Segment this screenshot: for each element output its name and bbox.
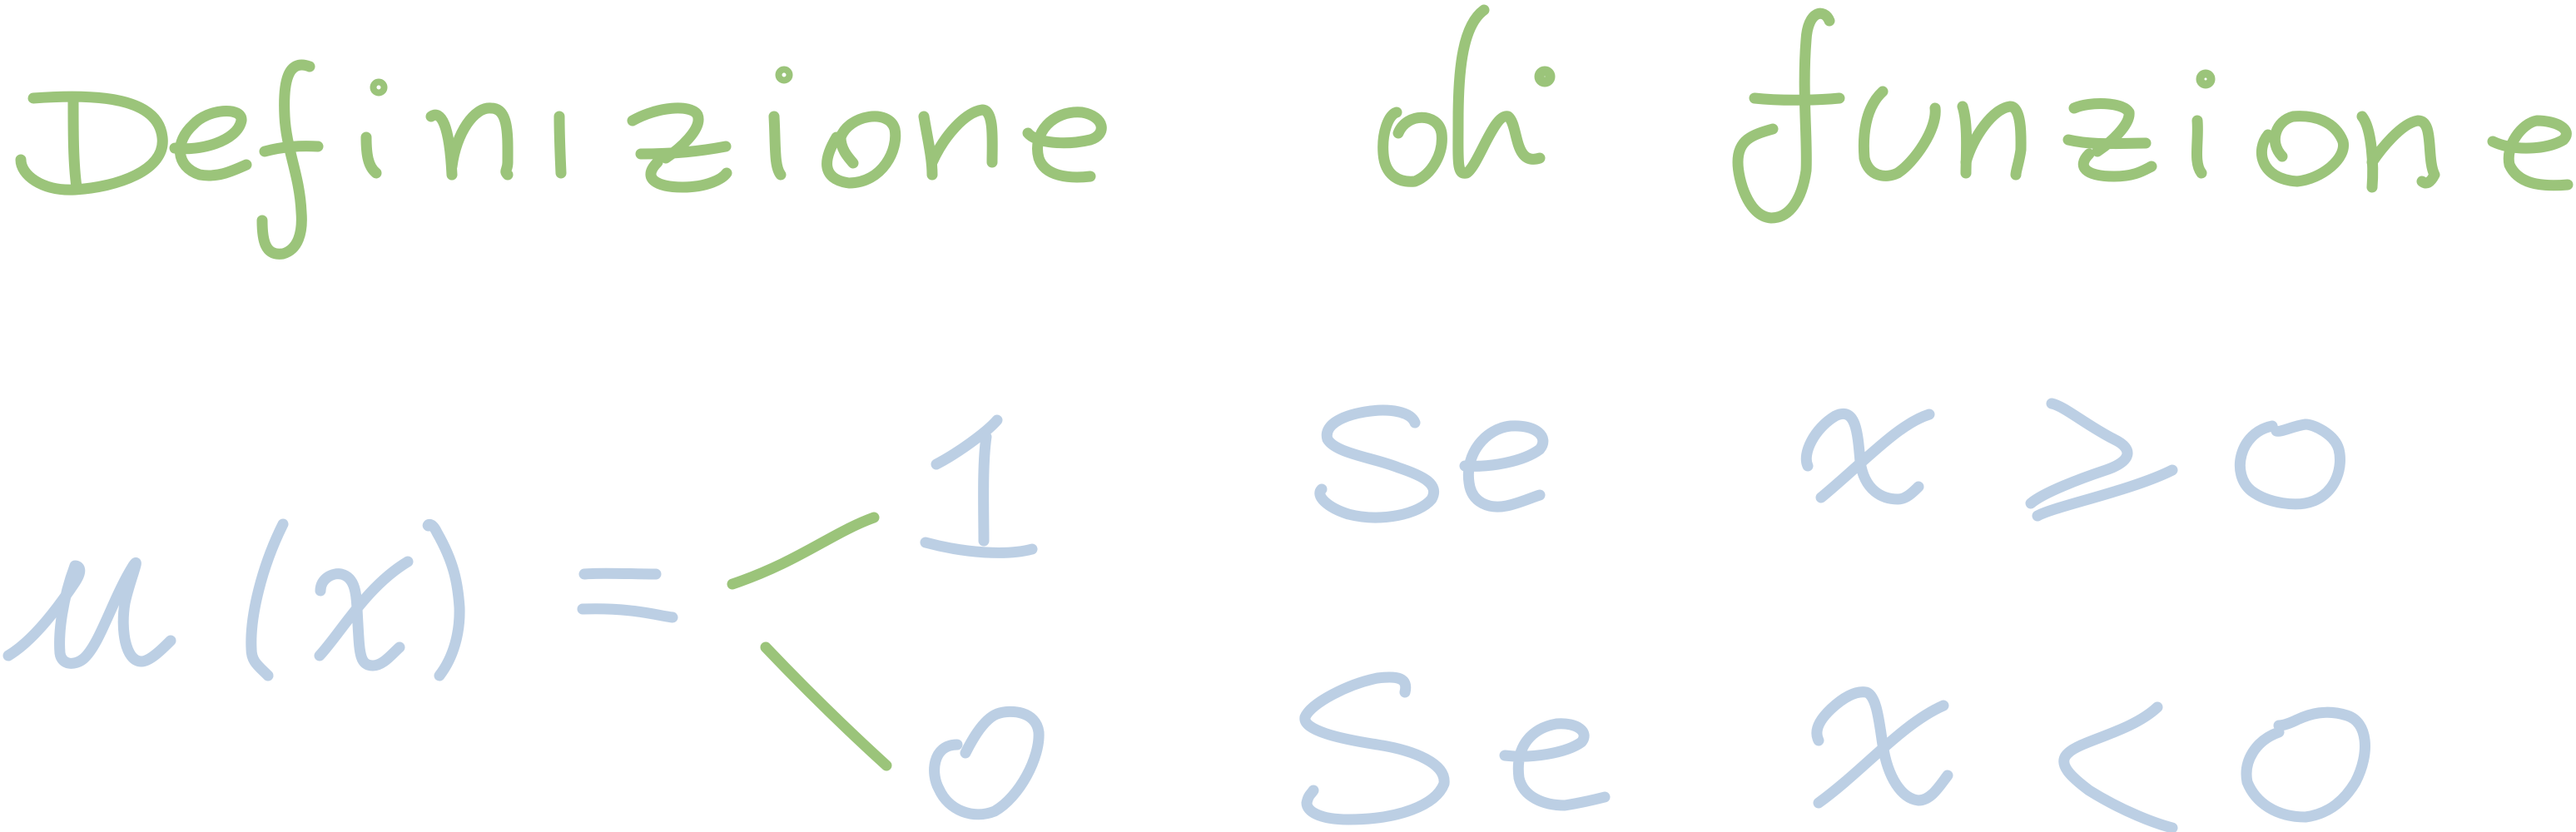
equals-text: = — [583, 524, 667, 640]
case-brace — [727, 512, 892, 771]
function-name-text: u(x) — [8, 542, 256, 687]
title-text: Definizione di funzione — [15, 75, 1180, 191]
bottom-value-text: 0 — [924, 701, 1003, 832]
case-bottom-condition — [1811, 686, 2370, 832]
top-value-text: 1 — [924, 426, 1003, 571]
top-condition-text: x ≥ 0 — [1806, 393, 2140, 537]
top-se-text: se — [1315, 401, 1453, 546]
page-title — [15, 4, 2574, 260]
function-name — [2, 518, 465, 681]
case-bottom-condition-word — [1299, 671, 1611, 825]
equals-sign — [577, 567, 678, 623]
bottom-se-text: se — [1307, 701, 1445, 832]
bottom-condition-text: x < 0 — [1806, 701, 2140, 832]
case-bottom-value — [929, 706, 1045, 820]
case-top-condition — [1800, 398, 2345, 522]
case-top-value — [920, 414, 1038, 558]
case-top-condition-word — [1314, 404, 1549, 523]
